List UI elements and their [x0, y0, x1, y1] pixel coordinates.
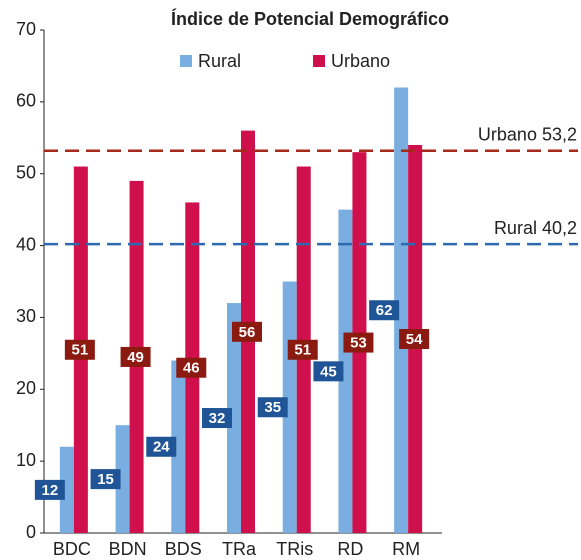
value-label: 32: [209, 410, 226, 427]
legend-swatch: [180, 55, 192, 67]
value-label: 24: [153, 439, 170, 456]
y-tick-label: 70: [16, 19, 36, 39]
value-label-box: [146, 436, 177, 457]
value-label: 12: [42, 482, 59, 499]
x-tick-label: BDS: [165, 539, 202, 559]
y-tick-label: 0: [26, 522, 36, 542]
y-tick-label: 40: [16, 234, 36, 254]
value-label-box: [202, 408, 232, 429]
reference-label: Urbano 53,2: [478, 124, 577, 144]
bar: [227, 303, 241, 533]
value-label: 56: [239, 324, 256, 341]
value-label: 15: [97, 471, 114, 488]
legend-swatch: [313, 55, 325, 67]
value-label: 62: [376, 302, 393, 319]
x-tick-label: RM: [392, 539, 420, 559]
x-tick-label: BDC: [53, 539, 91, 559]
bar: [394, 87, 409, 533]
y-tick-label: 30: [16, 306, 36, 326]
bar: [59, 446, 74, 533]
x-tick-label: RD: [337, 539, 363, 559]
reference-label: Rural 40,2: [494, 218, 577, 238]
value-label: 53: [350, 335, 367, 352]
value-label-box: [90, 469, 121, 490]
value-label-box: [176, 357, 207, 378]
value-label-box: [64, 339, 95, 360]
value-label: 51: [294, 342, 311, 359]
value-label-box: [257, 397, 288, 418]
value-label-box: [313, 361, 344, 382]
value-label-box: [343, 332, 374, 353]
legend-label: Rural: [198, 51, 241, 71]
value-label: 46: [183, 360, 200, 377]
value-label: 54: [406, 331, 423, 348]
bar: [171, 360, 186, 533]
y-tick-label: 10: [16, 450, 36, 470]
x-tick-label: TRa: [222, 539, 257, 559]
value-label-box: [287, 339, 318, 360]
value-label-box: [232, 321, 262, 342]
bar: [115, 425, 130, 533]
x-tick-label: BDN: [109, 539, 147, 559]
legend-label: Urbano: [331, 51, 390, 71]
value-label: 35: [264, 399, 281, 416]
value-label: 45: [320, 363, 337, 380]
y-tick-label: 60: [16, 91, 36, 111]
value-label: 49: [127, 349, 144, 366]
y-tick-label: 50: [16, 162, 36, 182]
value-label-box: [34, 479, 65, 500]
chart-title: Índice de Potencial Demográfico: [171, 8, 449, 29]
y-tick-label: 20: [16, 378, 36, 398]
value-label: 51: [72, 342, 89, 359]
x-tick-label: TRis: [276, 539, 313, 559]
bar: [338, 209, 353, 533]
value-label-box: [120, 346, 151, 367]
value-label-box: [399, 328, 430, 349]
value-label-box: [369, 300, 400, 321]
